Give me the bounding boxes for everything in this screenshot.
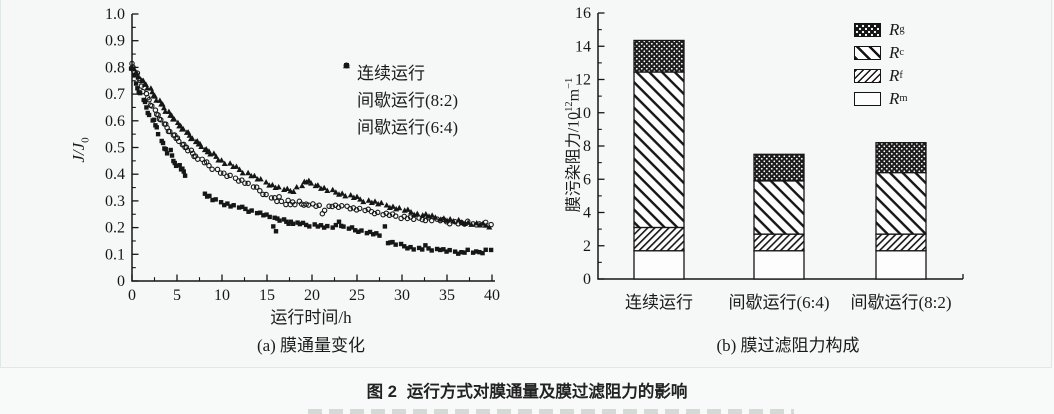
legend-label: 连续运行	[357, 64, 425, 83]
legend-item-intermittent-82: 间歇运行(8:2)	[341, 62, 459, 112]
legend-label: R	[889, 88, 900, 108]
svg-text:15: 15	[259, 287, 275, 304]
svg-text:0.4: 0.4	[105, 166, 125, 183]
svg-text:6: 6	[583, 171, 591, 188]
open-white-swatch-icon	[854, 91, 881, 106]
svg-text:30: 30	[394, 287, 410, 304]
svg-text:40: 40	[484, 287, 500, 304]
flux-legend: 连续运行 间歇运行(8:2) 间歇运行(6:4)	[341, 58, 458, 139]
legend-label: 间歇运行(6:4)	[357, 118, 459, 137]
svg-text:1.0: 1.0	[105, 6, 125, 23]
svg-text:0.9: 0.9	[105, 33, 125, 50]
svg-text:5: 5	[173, 287, 181, 304]
svg-text:12: 12	[575, 72, 591, 89]
flux-y-axis-label: J/J0	[69, 137, 92, 163]
svg-text:0: 0	[128, 287, 136, 304]
cropped-next-line-strip	[308, 409, 794, 414]
svg-text:16: 16	[575, 5, 591, 22]
svg-text:8: 8	[583, 138, 591, 155]
resistance-y-axis-label: 膜污染阻力/1012m−1	[564, 77, 583, 213]
flux-x-axis-label: 运行时间/h	[270, 308, 352, 327]
svg-text:0.1: 0.1	[105, 246, 125, 263]
svg-text:4: 4	[583, 205, 591, 222]
category-label-intermittent-64: 间歇运行(6:4)	[728, 293, 830, 312]
back-hatch-swatch-icon	[854, 45, 881, 60]
figure-caption-text: 运行方式对膜通量及膜过滤阻力的影响	[406, 383, 688, 401]
resistance-chart-canvas: 0 2 4 6 8 10 12 14 16	[575, 5, 964, 288]
svg-text:25: 25	[349, 287, 365, 304]
flux-chart-canvas: 0 5 10 15 20 25 30 35 40 0 0.1 0.2 0.3 0.4 0.5 0.6 0.7 0.…	[105, 6, 500, 304]
legend-item-intermittent-64: 间歇运行(6:4)	[341, 62, 459, 139]
svg-text:0.7: 0.7	[105, 86, 125, 103]
resistance-subcaption: (b) 膜过滤阻力构成	[716, 336, 860, 355]
figure-number: 图 2	[366, 383, 397, 401]
legend-label: R	[889, 42, 900, 62]
svg-text:0.2: 0.2	[105, 220, 125, 237]
svg-text:10: 10	[575, 105, 591, 122]
category-label-intermittent-82: 间歇运行(8:2)	[850, 293, 952, 312]
forward-hatch-swatch-icon	[854, 68, 881, 83]
svg-text:0.5: 0.5	[105, 140, 125, 157]
svg-text:10: 10	[214, 287, 230, 304]
flux-chart: 0 5 10 15 20 25 30 35 40 0 0.1 0.2 0.3 0.4 0.5 0.6 0.7 0.…	[1, 0, 528, 368]
svg-text:20: 20	[304, 287, 320, 304]
figure-panel: 0 5 10 15 20 25 30 35 40 0 0.1 0.2 0.3 0.4 0.5 0.6 0.7 0.…	[0, 0, 1052, 368]
svg-text:2: 2	[583, 238, 591, 255]
svg-text:0: 0	[117, 273, 125, 290]
svg-text:0.3: 0.3	[105, 193, 125, 210]
svg-text:14: 14	[575, 38, 591, 55]
svg-text:0.8: 0.8	[105, 59, 125, 76]
dark-dots-swatch-icon	[854, 22, 881, 37]
svg-text:0.6: 0.6	[105, 113, 125, 130]
category-label-continuous: 连续运行	[625, 293, 693, 312]
legend-label: R	[889, 19, 900, 39]
flux-subcaption: (a) 膜通量变化	[256, 336, 366, 355]
legend-label: 间歇运行(8:2)	[357, 91, 459, 110]
svg-text:35: 35	[439, 287, 455, 304]
legend-item-continuous: 连续运行	[341, 58, 458, 85]
legend-label: R	[889, 65, 900, 85]
svg-text:0: 0	[583, 271, 591, 288]
figure-caption: 图 2 运行方式对膜通量及膜过滤阻力的影响	[0, 378, 1054, 402]
